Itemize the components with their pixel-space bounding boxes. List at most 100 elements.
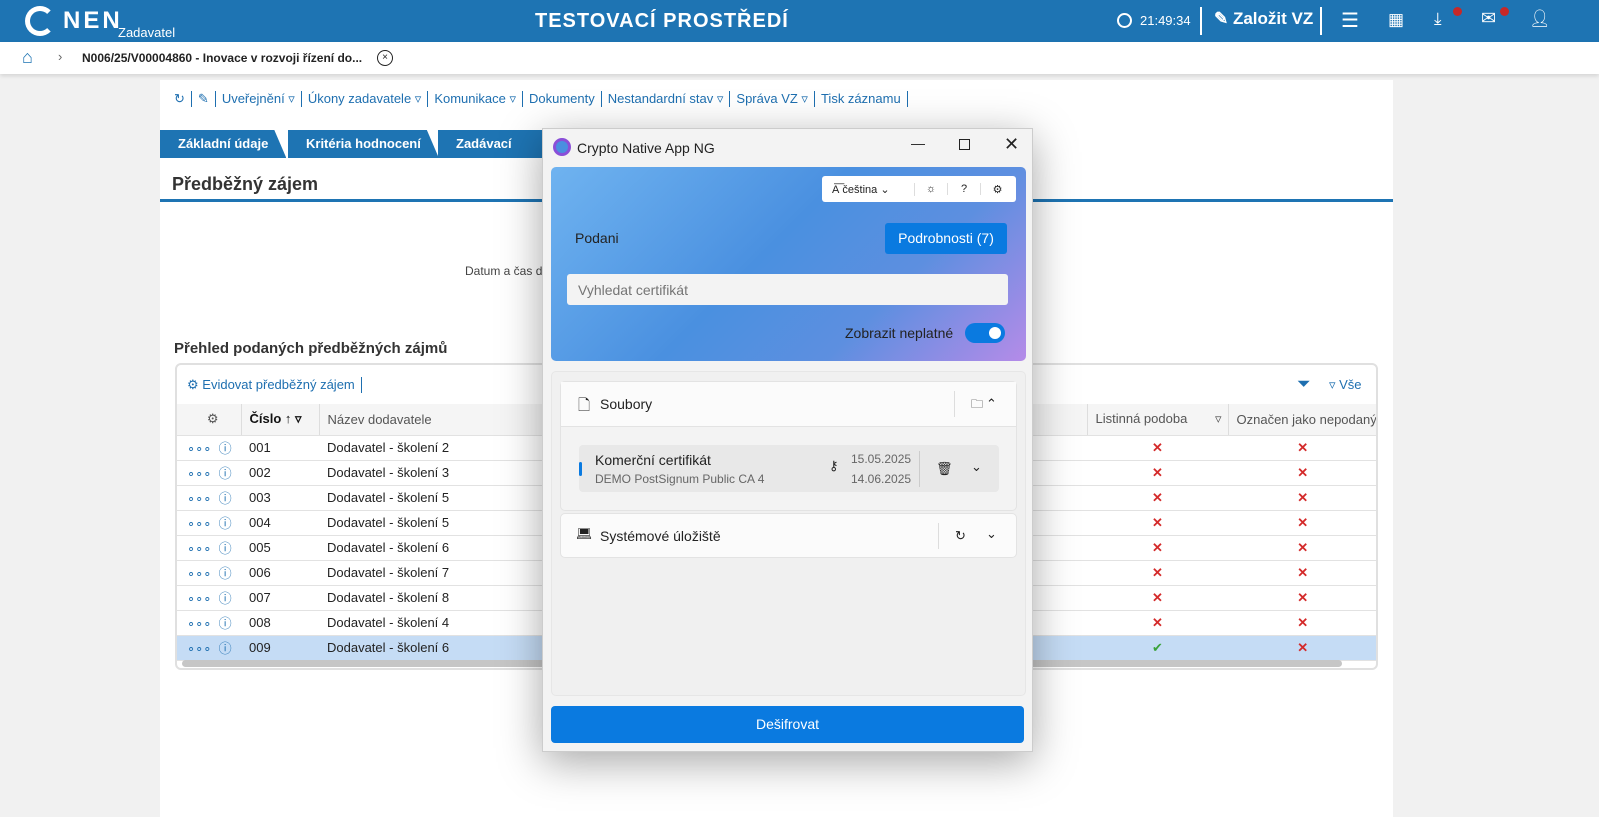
mail-badge <box>1500 7 1509 16</box>
key-icon: ⚷ <box>829 458 839 473</box>
toolbar-communication[interactable]: Komunikace ▿ <box>428 91 523 107</box>
toolbar-print[interactable]: Tisk záznamu <box>815 91 908 107</box>
more-icon[interactable]: ∘∘∘ <box>187 641 212 656</box>
calendar-icon[interactable]: ▦ <box>1388 10 1405 29</box>
toolbar-admin[interactable]: Správa VZ ▿ <box>730 91 815 107</box>
more-icon[interactable]: ∘∘∘ <box>187 491 212 506</box>
cross-icon: ✕ <box>1087 485 1228 511</box>
show-all-button[interactable]: ▿ Vše <box>1329 377 1362 392</box>
expand-chevron-icon[interactable]: ⌄ <box>986 526 997 541</box>
menu-icon[interactable]: ☰ <box>1341 10 1359 32</box>
settings-icon[interactable]: ⚙ <box>992 183 1003 196</box>
info-icon[interactable]: ⓘ <box>218 441 232 456</box>
files-section: 🗋 Soubory 🗀 ⌃ Komerční certifikát DEMO P… <box>560 381 1017 511</box>
mail-icon[interactable]: ✉ <box>1481 8 1497 28</box>
tab-conditions[interactable]: Zadávací podm <box>438 130 558 158</box>
info-icon[interactable]: ⓘ <box>218 491 232 506</box>
info-icon[interactable]: ⓘ <box>218 616 232 631</box>
refresh-icon[interactable]: ↻ <box>938 523 966 549</box>
column-unsubmitted[interactable]: Označen jako nepodaný <box>1228 404 1376 436</box>
translate-icon: A͞ <box>832 183 843 196</box>
more-icon[interactable]: ∘∘∘ <box>187 441 212 456</box>
row-actions[interactable]: ∘∘∘ ⓘ <box>177 610 241 636</box>
page-title: Předběžný zájem <box>172 174 319 194</box>
certificate-item[interactable]: Komerční certifikát DEMO PostSignum Publ… <box>579 445 999 492</box>
user-icon[interactable]: 👤︎ <box>1529 9 1551 28</box>
crypto-app-window: Crypto Native App NG — ✕ A͞ čeština ⌄ ☼ … <box>542 128 1033 752</box>
more-icon[interactable]: ∘∘∘ <box>187 566 212 581</box>
close-button[interactable]: ✕ <box>1004 134 1020 154</box>
info-icon[interactable]: ⓘ <box>218 541 232 556</box>
breadcrumb-current[interactable]: N006/25/V00004860 - Inovace v rozvoji ří… <box>82 51 363 65</box>
cross-icon: ✕ <box>1087 510 1228 536</box>
row-actions[interactable]: ∘∘∘ ⓘ <box>177 460 241 486</box>
cross-icon: ✕ <box>1087 460 1228 486</box>
toolbar-actions[interactable]: Úkony zadavatele ▿ <box>302 91 429 107</box>
decrypt-button[interactable]: Dešifrovat <box>551 706 1024 743</box>
certificate-search-input[interactable] <box>567 274 1008 305</box>
row-number: 005 <box>241 535 319 561</box>
cross-icon: ✕ <box>1228 485 1376 511</box>
collapse-chevron-icon[interactable]: ⌃ <box>986 396 997 411</box>
download-icon[interactable]: ⤓ <box>1434 9 1442 28</box>
chevron-right-icon: › <box>58 49 63 64</box>
more-icon[interactable]: ∘∘∘ <box>187 591 212 606</box>
valid-to: 14.06.2025 <box>851 472 912 486</box>
info-icon[interactable]: ⓘ <box>218 566 232 581</box>
laptop-icon: 💻︎ <box>576 526 593 541</box>
row-actions[interactable]: ∘∘∘ ⓘ <box>177 585 241 611</box>
minimize-button[interactable]: — <box>911 135 925 151</box>
more-icon[interactable]: ∘∘∘ <box>187 466 212 481</box>
row-actions[interactable]: ∘∘∘ ⓘ <box>177 510 241 536</box>
column-settings-icon[interactable]: ⚙ <box>177 404 242 436</box>
logo-text: NEN <box>63 7 123 34</box>
help-icon[interactable]: ? <box>948 183 981 195</box>
breadcrumb: ⌂ › N006/25/V00004860 - Inovace v rozvoj… <box>0 42 1599 74</box>
create-vz-button[interactable]: ✎ Založit VZ <box>1214 9 1313 29</box>
edit-icon[interactable]: ✎ <box>192 91 216 107</box>
expand-chevron-icon[interactable]: ⌄ <box>971 459 982 474</box>
tab-basic[interactable]: Základní údaje <box>160 130 286 158</box>
filter-icon[interactable]: ⏷ <box>1297 374 1311 393</box>
files-title: Soubory <box>600 396 653 412</box>
language-select[interactable]: A͞ čeština ⌄ <box>822 182 915 196</box>
download-badge <box>1453 7 1462 16</box>
row-actions[interactable]: ∘∘∘ ⓘ <box>177 435 241 461</box>
row-actions[interactable]: ∘∘∘ ⓘ <box>177 635 241 661</box>
toolbar-documents[interactable]: Dokumenty <box>523 91 602 107</box>
delete-icon[interactable]: 🗑︎ <box>919 451 953 487</box>
row-actions[interactable]: ∘∘∘ ⓘ <box>177 560 241 586</box>
row-actions[interactable]: ∘∘∘ ⓘ <box>177 485 241 511</box>
more-icon[interactable]: ∘∘∘ <box>187 541 212 556</box>
bug-icon[interactable]: ☼ <box>915 183 948 195</box>
cross-icon: ✕ <box>1228 510 1376 536</box>
tab-criteria[interactable]: Kritéria hodnocení <box>288 130 439 158</box>
toolbar-nonstandard[interactable]: Nestandardní stav ▿ <box>602 91 731 107</box>
close-tab-icon[interactable]: × <box>377 50 393 66</box>
more-icon[interactable]: ∘∘∘ <box>187 516 212 531</box>
podani-label: Podani <box>575 230 619 246</box>
details-button[interactable]: Podrobnosti (7) <box>885 223 1007 254</box>
maximize-button[interactable] <box>959 139 970 150</box>
cross-icon: ✕ <box>1228 535 1376 561</box>
info-icon[interactable]: ⓘ <box>218 641 232 656</box>
create-label: Založit VZ <box>1232 9 1314 28</box>
certificate-name: Komerční certifikát <box>595 452 711 468</box>
refresh-icon[interactable]: ↻ <box>168 91 192 107</box>
open-folder-icon[interactable]: 🗀 <box>954 391 983 417</box>
toolbar-publish[interactable]: Uveřejnění ▿ <box>216 91 302 107</box>
home-icon[interactable]: ⌂ <box>22 47 33 67</box>
show-invalid-toggle[interactable] <box>965 323 1005 343</box>
cross-icon: ✕ <box>1087 560 1228 586</box>
column-number[interactable]: Číslo ↑ ▿ <box>241 404 320 436</box>
file-icon: 🗋 <box>578 397 591 414</box>
system-store-section: 💻︎ Systémové úložiště ↻ ⌄ <box>560 513 1017 558</box>
info-icon[interactable]: ⓘ <box>218 516 232 531</box>
column-paper[interactable]: Listinná podoba ▿ <box>1087 404 1229 436</box>
row-actions[interactable]: ∘∘∘ ⓘ <box>177 535 241 561</box>
add-interest-button[interactable]: ⚙ Evidovat předběžný zájem <box>187 377 362 393</box>
more-icon[interactable]: ∘∘∘ <box>187 616 212 631</box>
check-icon: ✔ <box>1087 635 1228 661</box>
info-icon[interactable]: ⓘ <box>218 591 232 606</box>
info-icon[interactable]: ⓘ <box>218 466 232 481</box>
